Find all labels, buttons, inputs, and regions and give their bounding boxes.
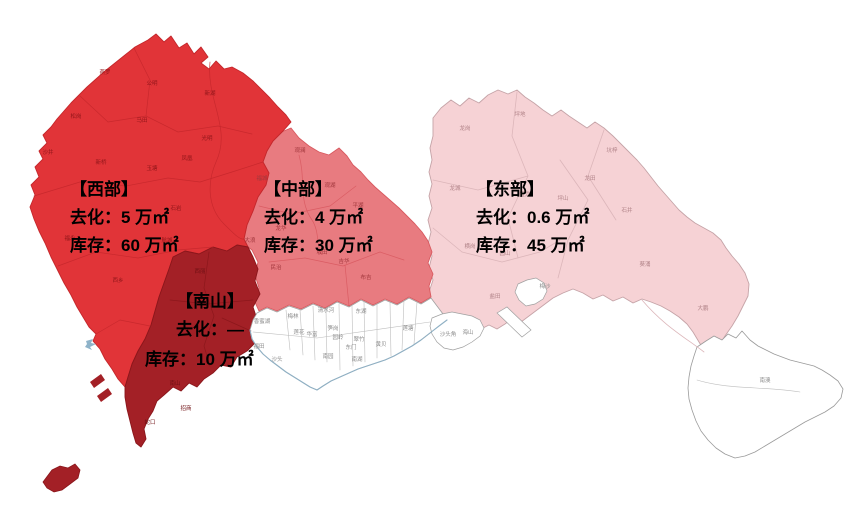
district-label: 龙城	[449, 184, 461, 192]
yantian-port-pier	[496, 306, 532, 338]
district-label: 凤凰	[181, 155, 193, 162]
district-label: 西乡	[112, 277, 123, 284]
district-label: 民治	[270, 263, 282, 271]
district-label: 石岩	[170, 204, 182, 212]
district-label: 观湖	[324, 181, 336, 189]
district-label: 东湖	[355, 307, 367, 315]
nanshan-region-label: 【南山】	[176, 292, 244, 311]
district-label: 龙华	[275, 224, 287, 232]
district-label: 大鹏	[697, 304, 709, 312]
district-label: 蛇口	[144, 418, 155, 426]
district-label: 笋岗	[327, 324, 338, 332]
district-label: 马田	[136, 116, 147, 124]
east-inventory-text: 库存：45 万㎡	[476, 236, 585, 255]
nanshan-region-shape	[124, 244, 261, 448]
district-label: 海山	[462, 328, 473, 336]
west-region-stats: 【西部】 去化：5 万㎡ 库存：60 万㎡	[70, 176, 179, 260]
nanshan-region-stats: 【南山】 去化：— 库存：10 万㎡	[145, 288, 254, 374]
district-label: 观澜	[294, 146, 306, 154]
district-label: 吉华	[338, 257, 350, 265]
district-label: 平湖	[352, 201, 364, 209]
district-label: 玉塘	[146, 164, 158, 172]
district-label: 石井	[621, 206, 633, 214]
district-label: 南澳	[759, 376, 771, 384]
district-label: 南湖	[351, 355, 363, 363]
district-label: 梅林	[287, 312, 299, 320]
nanao-area	[687, 330, 844, 459]
district-label: 莲塘	[402, 324, 414, 332]
east-absorption-text: 去化：0.6 万㎡	[476, 208, 590, 227]
district-label: 梅沙	[539, 282, 551, 290]
west-absorption-text: 去化：5 万㎡	[70, 208, 170, 227]
district-label: 福田	[253, 342, 264, 350]
district-label: 沙井	[42, 148, 54, 156]
shatoujiao-area	[429, 311, 485, 351]
central-region-stats: 【中部】 去化：4 万㎡ 库存：30 万㎡	[264, 176, 373, 260]
district-label: 新湖	[204, 89, 216, 97]
district-label: 龙田	[584, 174, 595, 182]
district-label: 横岗	[464, 242, 475, 250]
coastline	[249, 319, 448, 391]
district-label: 清水河	[318, 306, 335, 314]
district-label: 航城	[161, 236, 173, 244]
district-label: 福永	[64, 234, 76, 242]
district-label: 南山	[169, 379, 180, 387]
district-label: 东门	[345, 343, 356, 351]
reclamation-strip	[90, 374, 105, 388]
district-label: 新桥	[95, 158, 107, 166]
district-label: 宝龙	[519, 190, 531, 198]
central-region-label: 【中部】	[264, 180, 332, 199]
district-label: 坪地	[514, 110, 526, 118]
central-absorption-text: 去化：4 万㎡	[264, 208, 364, 227]
reclamation-strip	[97, 388, 112, 402]
district-label: 园岭	[332, 333, 344, 341]
east-region-label: 【东部】	[476, 180, 544, 199]
district-label: 松岗	[70, 112, 81, 120]
district-label: 坂田	[316, 248, 327, 256]
district-borders-east	[432, 91, 801, 393]
district-label: 坪山	[557, 194, 568, 202]
district-label: 燕罗	[99, 68, 110, 76]
district-label: 黄贝	[375, 340, 387, 348]
district-label: 翠竹	[353, 335, 365, 343]
east-region-stats: 【东部】 去化：0.6 万㎡ 库存：45 万㎡	[476, 176, 589, 260]
nanshan-absorption-text: 去化：—	[176, 320, 244, 339]
district-label: 葵涌	[639, 260, 650, 268]
district-borders-futian-luohu	[252, 299, 431, 371]
district-borders-nanshan	[169, 251, 254, 367]
district-label: 光明	[201, 134, 213, 142]
meisha-area	[514, 277, 548, 307]
district-label: 公明	[146, 80, 158, 87]
west-inventory-text: 库存：60 万㎡	[70, 236, 179, 255]
district-borders-central	[258, 154, 405, 307]
district-label: 盐田	[489, 292, 500, 300]
district-label: 莲花	[293, 328, 305, 336]
district-label: 布吉	[360, 273, 372, 281]
district-label: 香蜜湖	[254, 317, 271, 325]
district-label: 招商	[180, 404, 192, 412]
district-label: 坑梓	[606, 146, 618, 154]
nanshan-island	[42, 463, 81, 493]
futian-luohu-area	[249, 297, 448, 391]
district-label: 沙头角	[440, 330, 457, 338]
nanshan-inventory-text: 库存：10 万㎡	[145, 350, 254, 369]
district-label: 大浪	[244, 236, 256, 244]
district-label: 福城	[256, 174, 268, 182]
district-label: 华富	[306, 330, 318, 338]
district-label: 龙岗	[459, 124, 470, 132]
district-label: 园山	[499, 249, 510, 257]
islet-marker	[85, 339, 96, 350]
west-region-label: 【西部】	[70, 180, 138, 199]
district-borders-west	[33, 47, 264, 335]
district-label: 沙头	[271, 355, 283, 363]
district-label: 南园	[322, 352, 334, 360]
central-inventory-text: 库存：30 万㎡	[264, 236, 373, 255]
district-label: 西丽	[194, 268, 206, 275]
